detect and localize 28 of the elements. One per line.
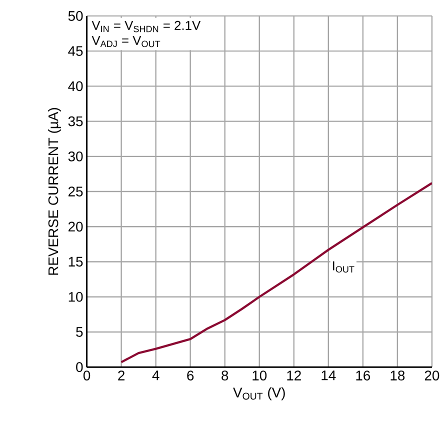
x-tick-label: 6 bbox=[187, 370, 194, 380]
y-tick-label: 45 bbox=[68, 46, 83, 56]
y-tick-label: 35 bbox=[68, 116, 83, 126]
y-tick-label: 0 bbox=[76, 362, 83, 372]
x-tick-label: 16 bbox=[356, 370, 370, 380]
annotation: V$_{ADJ}$ = V$_{OUT}$ bbox=[92, 36, 160, 48]
x-tick-label: 0 bbox=[83, 370, 90, 380]
line-series bbox=[120, 182, 432, 364]
x-tick-label: 14 bbox=[322, 370, 336, 380]
x-tick-label: 18 bbox=[390, 370, 405, 380]
x-tick-label: 2 bbox=[118, 370, 124, 380]
y-tick-label: 15 bbox=[68, 256, 83, 267]
y-tick-label: 5 bbox=[76, 327, 83, 337]
y-tick-label: 20 bbox=[68, 222, 83, 232]
x-tick-label: 20 bbox=[424, 370, 440, 380]
y-tick-label: 40 bbox=[68, 81, 83, 92]
y-tick-label: 25 bbox=[68, 186, 83, 196]
x-tick-label: 4 bbox=[152, 370, 160, 380]
x-tick-label: 10 bbox=[252, 370, 267, 380]
y-axis-title: REVERSE CURRENT (µA) bbox=[48, 108, 61, 275]
x-tick-label: 8 bbox=[222, 370, 228, 380]
series-label: I$_{OUT}$ bbox=[333, 261, 354, 273]
y-tick-label: 10 bbox=[68, 292, 83, 302]
x-axis-title: V$_{OUT}$ (V) bbox=[233, 387, 285, 400]
x-tick-label: 12 bbox=[287, 370, 301, 380]
y-tick-label: 30 bbox=[68, 151, 83, 162]
annotation: V$_{IN}$ = V$_{SHDN}$ = 2.1V bbox=[92, 20, 201, 32]
y-tick-label: 50 bbox=[68, 11, 83, 21]
